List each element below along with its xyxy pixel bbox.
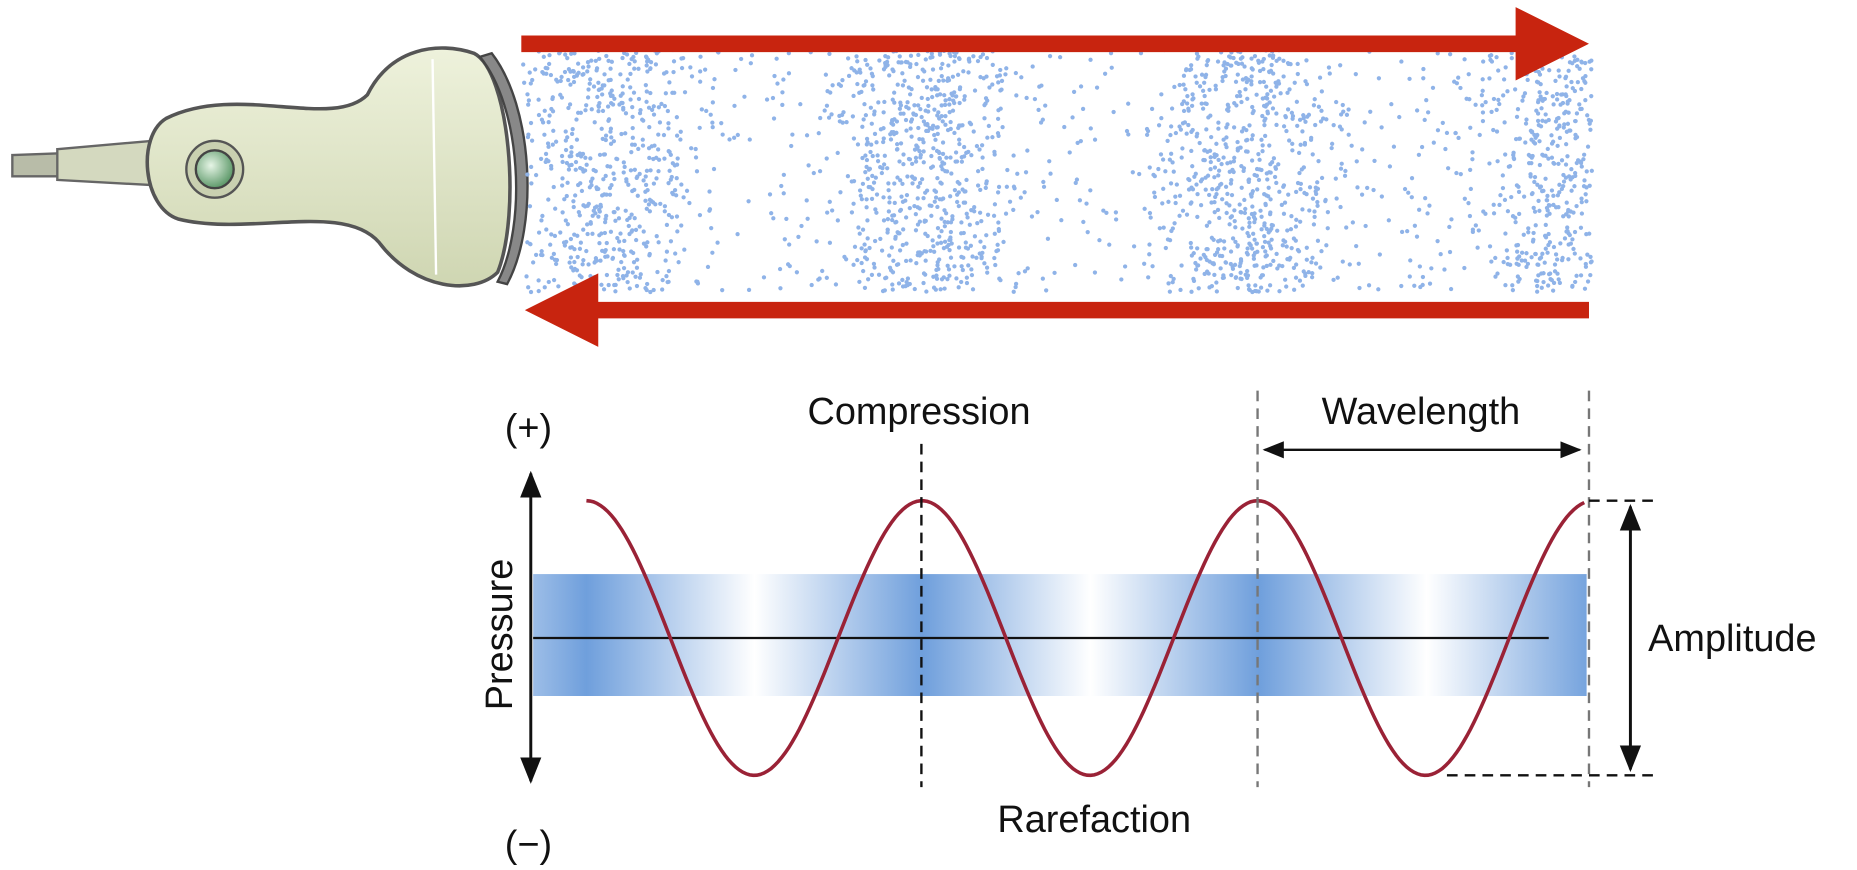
minus-label: (−) (505, 824, 552, 866)
transmit-arrow (521, 7, 1589, 81)
rarefaction-label: Rarefaction (997, 799, 1191, 841)
particle-dots (521, 47, 1594, 295)
probe-seam (431, 59, 438, 275)
button (194, 149, 235, 190)
pressure-label: Pressure (479, 559, 521, 710)
probe-face (477, 51, 529, 286)
echo-arrow (524, 273, 1589, 347)
particles (521, 47, 1594, 295)
compression-label: Compression (808, 391, 1031, 433)
probe-body (145, 46, 512, 288)
transducer (11, 46, 529, 288)
amplitude-label: Amplitude (1648, 618, 1816, 660)
pressure-band (533, 574, 1587, 696)
wave (586, 498, 1586, 778)
wavelength-label: Wavelength (1322, 391, 1521, 433)
plus-label: (+) (505, 407, 552, 449)
